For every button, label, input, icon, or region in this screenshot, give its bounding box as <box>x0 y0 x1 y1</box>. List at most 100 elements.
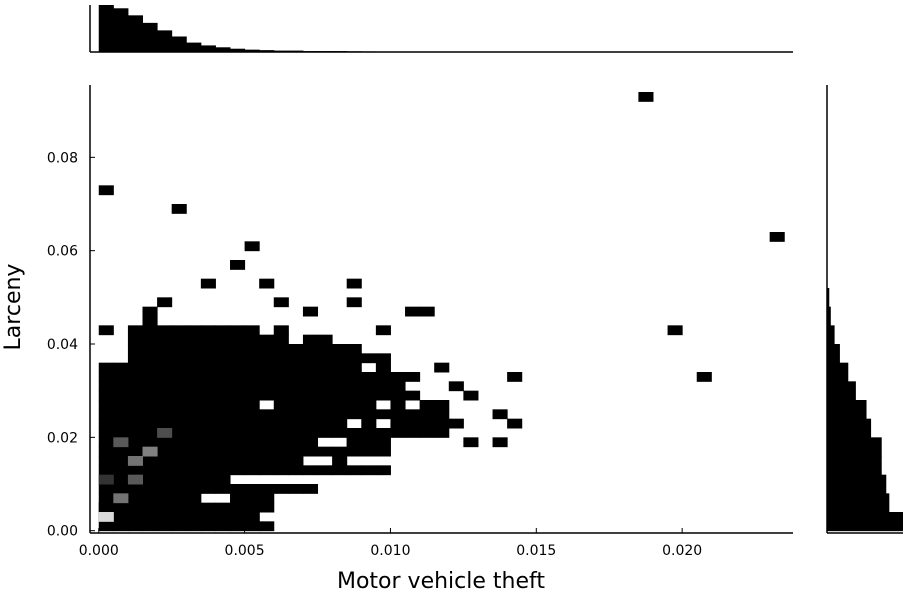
heatmap-bin <box>142 362 158 373</box>
heatmap-bin <box>332 418 348 429</box>
heatmap-bin <box>230 325 246 336</box>
heatmap-bin <box>259 353 275 364</box>
heatmap-bin <box>127 465 144 476</box>
heatmap-bin <box>405 418 421 429</box>
top-histogram-bar <box>142 22 158 52</box>
heatmap-bin <box>200 362 216 373</box>
heatmap-bin <box>127 484 144 494</box>
heatmap-bin <box>113 484 129 494</box>
top-histogram-bar <box>215 47 231 52</box>
heatmap-bin <box>200 437 216 448</box>
heatmap-bin <box>375 390 391 401</box>
heatmap-bin <box>98 456 114 466</box>
heatmap-bin <box>375 446 391 457</box>
heatmap-bin <box>171 502 187 513</box>
heatmap-bin <box>375 372 391 382</box>
heatmap-bin <box>259 428 275 438</box>
heatmap-bin <box>244 390 260 401</box>
heatmap-bin <box>142 372 158 382</box>
heatmap-bin <box>157 456 173 466</box>
heatmap-bin <box>317 409 333 420</box>
heatmap-bin <box>332 428 348 438</box>
top-histogram-bar <box>157 30 173 52</box>
heatmap-bin <box>244 381 260 392</box>
heatmap-bin <box>302 372 319 382</box>
heatmap-bin <box>98 428 114 438</box>
heatmap-bin <box>157 521 173 532</box>
heatmap-bin <box>259 334 275 345</box>
heatmap-bin <box>259 381 275 392</box>
heatmap-bin <box>390 400 406 410</box>
y-tick-label: 0.02 <box>47 430 78 446</box>
heatmap-bin <box>230 437 246 448</box>
heatmap-bin <box>361 353 377 364</box>
heatmap-bin <box>157 409 173 420</box>
heatmap-bin <box>157 437 173 448</box>
heatmap-bin <box>375 353 391 364</box>
heatmap-bin <box>113 465 129 476</box>
heatmap-bin <box>346 437 362 448</box>
heatmap-bin <box>390 409 406 420</box>
heatmap-bin <box>419 418 435 429</box>
heatmap-bin <box>113 372 129 382</box>
heatmap-bin <box>200 334 216 345</box>
heatmap-bin <box>142 474 158 485</box>
heatmap-bin <box>244 362 260 373</box>
heatmap-bin <box>98 512 114 522</box>
heatmap-bin <box>142 381 158 392</box>
heatmap-bin <box>171 409 187 420</box>
heatmap-bin <box>186 372 202 382</box>
heatmap-bin <box>244 521 260 532</box>
heatmap-bin <box>215 381 231 392</box>
heatmap-bin <box>113 418 129 429</box>
heatmap-bin <box>215 446 231 457</box>
heatmap-bin <box>463 390 479 401</box>
heatmap-bin <box>302 306 319 317</box>
heatmap-bin <box>638 92 654 102</box>
heatmap-bin <box>215 437 231 448</box>
heatmap-bin <box>273 334 289 345</box>
right-histogram-bar <box>827 512 903 532</box>
heatmap-bin <box>288 372 304 382</box>
heatmap-bin <box>769 232 785 242</box>
heatmap-bin <box>157 474 173 485</box>
heatmap-bin <box>346 390 362 401</box>
heatmap-bin <box>230 409 246 420</box>
heatmap-bin <box>288 400 304 410</box>
top-histogram-bar <box>113 8 129 52</box>
heatmap-bin <box>346 372 362 382</box>
heatmap-bin <box>127 418 144 429</box>
heatmap-bin <box>186 456 202 466</box>
heatmap-bin <box>113 400 129 410</box>
heatmap-bin <box>142 521 158 532</box>
heatmap-bin <box>230 465 246 476</box>
heatmap-bin <box>346 446 362 457</box>
heatmap-bin <box>244 465 260 476</box>
heatmap-bin <box>332 390 348 401</box>
right-histogram-bar <box>827 418 872 438</box>
heatmap-bin <box>215 456 231 466</box>
heatmap-bin <box>302 390 319 401</box>
heatmap-bin <box>346 409 362 420</box>
heatmap-bin <box>230 521 246 532</box>
heatmap-bin <box>171 493 187 504</box>
heatmap-bin <box>317 344 333 354</box>
heatmap-bin <box>390 418 406 429</box>
heatmap-bin <box>244 400 260 410</box>
heatmap-bin <box>200 502 216 513</box>
heatmap-bin <box>244 502 260 513</box>
heatmap-bin <box>361 437 377 448</box>
heatmap-bin <box>98 437 114 448</box>
right-histogram-bar <box>827 325 835 345</box>
heatmap-bin <box>390 428 406 438</box>
y-ticks: 0.00 0.02 0.04 0.06 0.08 <box>47 150 95 540</box>
heatmap-bin <box>186 502 202 513</box>
right-histogram-bars <box>827 288 903 532</box>
heatmap-bin <box>361 418 377 429</box>
heatmap-bin <box>215 400 231 410</box>
heatmap-bin <box>361 409 377 420</box>
heatmap-bin <box>332 372 348 382</box>
heatmap-bin <box>434 409 450 420</box>
heatmap-bin <box>346 428 362 438</box>
